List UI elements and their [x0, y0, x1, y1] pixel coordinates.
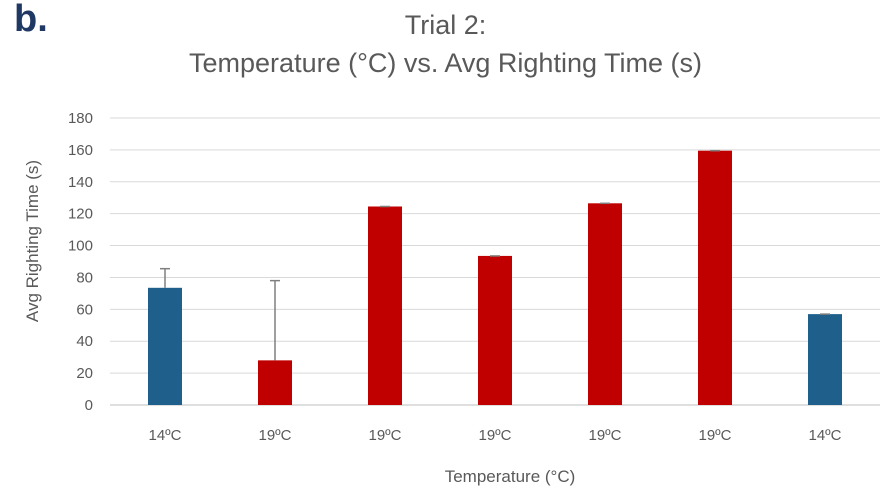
bar [148, 287, 182, 405]
bar [478, 255, 512, 405]
y-tick-label: 80 [76, 269, 93, 286]
chart-title-line2: Temperature (°C) vs. Avg Righting Time (… [189, 48, 702, 78]
x-axis-title: Temperature (°C) [445, 467, 576, 486]
bar [588, 203, 622, 405]
y-tick-label: 100 [68, 238, 93, 255]
y-axis-title: Avg Righting Time (s) [23, 160, 42, 322]
error-bars [160, 149, 830, 361]
y-tick-label: 0 [85, 397, 93, 414]
y-tick-label: 20 [76, 365, 93, 382]
error-bar [160, 267, 170, 288]
y-tick-label: 40 [76, 333, 93, 350]
x-tick-label: 19ºC [699, 427, 732, 444]
panel-label: b. [14, 0, 48, 40]
x-tick-label: 19ºC [479, 427, 512, 444]
chart-title-line1: Trial 2: [404, 10, 487, 40]
x-tick-label: 19ºC [369, 427, 402, 444]
y-tick-label: 120 [68, 206, 93, 223]
chart-title: Trial 2: Temperature (°C) vs. Avg Righti… [0, 6, 891, 82]
bar [808, 314, 842, 405]
x-axis-ticks: 14ºC 19ºC 19ºC 19ºC 19ºC 19ºC 14ºC [149, 427, 842, 444]
error-bar [270, 279, 280, 361]
bars [148, 150, 842, 405]
y-tick-label: 60 [76, 301, 93, 318]
x-tick-label: 19ºC [589, 427, 622, 444]
x-tick-label: 19ºC [259, 427, 292, 444]
x-tick-label: 14ºC [809, 427, 842, 444]
x-tick-label: 14ºC [149, 427, 182, 444]
bar [698, 150, 732, 405]
y-tick-label: 160 [68, 142, 93, 159]
y-axis-ticks: 0 20 40 60 80 100 120 140 160 180 [68, 110, 93, 414]
y-tick-label: 140 [68, 174, 93, 191]
bar [258, 360, 292, 405]
bar [368, 206, 402, 405]
y-tick-label: 180 [68, 110, 93, 127]
